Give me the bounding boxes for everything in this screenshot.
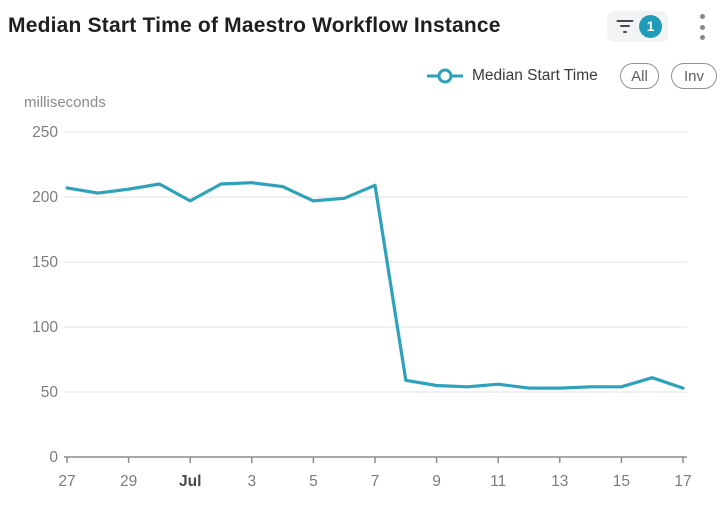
x-tick-label: 13 xyxy=(551,473,568,490)
y-tick-label: 50 xyxy=(41,384,59,401)
x-tick-label: Jul xyxy=(179,473,201,490)
legend-all-button[interactable]: All xyxy=(620,63,659,89)
legend-label: Median Start Time xyxy=(472,67,598,84)
page-title: Median Start Time of Maestro Workflow In… xyxy=(8,14,501,37)
filter-button[interactable]: 1 xyxy=(607,11,668,42)
y-tick-label: 200 xyxy=(32,189,58,206)
y-axis-unit-label: milliseconds xyxy=(24,94,106,111)
y-tick-label: 0 xyxy=(49,449,58,466)
x-tick-label: 11 xyxy=(490,473,506,490)
legend-marker-icon xyxy=(427,68,463,84)
legend-inv-button[interactable]: Inv xyxy=(671,63,717,89)
x-tick-label: 3 xyxy=(247,473,256,490)
legend-item-median-start-time[interactable]: Median Start Time xyxy=(426,62,598,90)
x-tick-label: 7 xyxy=(371,473,380,490)
kebab-dot-icon xyxy=(700,24,705,30)
y-tick-label: 250 xyxy=(32,124,58,141)
x-tick-label: 9 xyxy=(432,473,441,490)
filter-icon xyxy=(616,19,634,34)
y-tick-label: 100 xyxy=(32,319,58,336)
filter-badge: 1 xyxy=(639,15,662,38)
x-tick-label: 27 xyxy=(58,473,75,490)
kebab-dot-icon xyxy=(700,35,705,40)
series-line xyxy=(65,181,685,390)
x-tick-label: 15 xyxy=(613,473,630,490)
x-tick-label: 5 xyxy=(309,473,318,490)
x-tick-label: 17 xyxy=(674,473,691,490)
legend: Median Start Time All Inv xyxy=(0,62,720,90)
kebab-dot-icon xyxy=(700,14,705,19)
more-options-button[interactable] xyxy=(694,12,711,42)
x-tick-label: 29 xyxy=(120,473,137,490)
y-tick-label: 150 xyxy=(32,254,58,271)
